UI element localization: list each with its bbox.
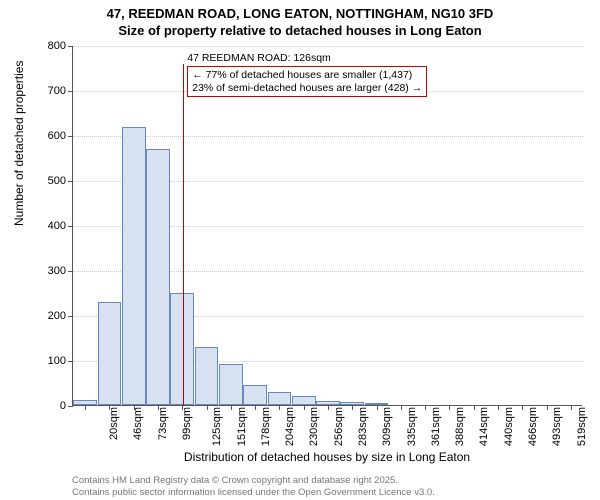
- xtick-label: 20sqm: [108, 407, 120, 440]
- xtick-mark: [279, 405, 280, 410]
- title-line-1: 47, REEDMAN ROAD, LONG EATON, NOTTINGHAM…: [0, 6, 600, 23]
- ytick-mark: [68, 136, 73, 137]
- histogram-bar: [98, 302, 122, 406]
- ytick-mark: [68, 226, 73, 227]
- xtick-mark: [449, 405, 450, 410]
- histogram-bar: [292, 396, 316, 405]
- ytick-mark: [68, 361, 73, 362]
- xtick-label: 151sqm: [236, 407, 248, 446]
- histogram-bar: [146, 149, 170, 405]
- ytick-mark: [68, 46, 73, 47]
- xtick-mark: [474, 405, 475, 410]
- ytick-label: 600: [26, 130, 66, 142]
- chart-area: 010020030040050060070080020sqm46sqm73sqm…: [72, 46, 582, 406]
- ytick-mark: [68, 406, 73, 407]
- ytick-mark: [68, 271, 73, 272]
- ytick-mark: [68, 316, 73, 317]
- xtick-mark: [255, 405, 256, 410]
- xtick-label: 283sqm: [357, 407, 369, 446]
- histogram-bar: [219, 364, 243, 405]
- y-axis-label: Number of detached properties: [12, 61, 26, 226]
- xtick-mark: [498, 405, 499, 410]
- ytick-label: 500: [26, 175, 66, 187]
- gridline: [73, 46, 583, 47]
- annotation-line-1: ← 77% of detached houses are smaller (1,…: [192, 69, 422, 82]
- xtick-mark: [547, 405, 548, 410]
- xtick-label: 99sqm: [181, 407, 193, 440]
- xtick-mark: [425, 405, 426, 410]
- xtick-mark: [328, 405, 329, 410]
- credits-line-2: Contains public sector information licen…: [72, 487, 435, 498]
- ytick-label: 700: [26, 85, 66, 97]
- ytick-label: 100: [26, 355, 66, 367]
- xtick-label: 230sqm: [309, 407, 321, 446]
- xtick-label: 335sqm: [406, 407, 418, 446]
- xtick-mark: [522, 405, 523, 410]
- x-axis-label: Distribution of detached houses by size …: [72, 450, 582, 464]
- histogram-bar: [195, 347, 219, 406]
- xtick-mark: [158, 405, 159, 410]
- xtick-label: 361sqm: [430, 407, 442, 446]
- xtick-mark: [352, 405, 353, 410]
- histogram-bar: [243, 385, 267, 405]
- ytick-mark: [68, 181, 73, 182]
- xtick-label: 414sqm: [479, 407, 491, 446]
- credits-line-1: Contains HM Land Registry data © Crown c…: [72, 475, 435, 486]
- xtick-label: 388sqm: [454, 407, 466, 446]
- plot-region: 010020030040050060070080020sqm46sqm73sqm…: [72, 46, 582, 406]
- xtick-label: 256sqm: [333, 407, 345, 446]
- reference-line: [183, 64, 184, 406]
- xtick-label: 493sqm: [551, 407, 563, 446]
- ytick-label: 300: [26, 265, 66, 277]
- histogram-bar: [268, 392, 292, 406]
- xtick-mark: [231, 405, 232, 410]
- title-line-2: Size of property relative to detached ho…: [0, 23, 600, 40]
- xtick-label: 440sqm: [503, 407, 515, 446]
- ytick-label: 800: [26, 40, 66, 52]
- xtick-label: 466sqm: [527, 407, 539, 446]
- xtick-label: 309sqm: [381, 407, 393, 446]
- xtick-label: 519sqm: [576, 407, 588, 446]
- chart-title-block: 47, REEDMAN ROAD, LONG EATON, NOTTINGHAM…: [0, 0, 600, 40]
- marker-label: 47 REEDMAN ROAD: 126sqm: [187, 52, 331, 64]
- xtick-label: 125sqm: [211, 407, 223, 446]
- ytick-label: 200: [26, 310, 66, 322]
- xtick-mark: [85, 405, 86, 410]
- ytick-label: 400: [26, 220, 66, 232]
- xtick-mark: [207, 405, 208, 410]
- xtick-mark: [134, 405, 135, 410]
- annotation-line-2: 23% of semi-detached houses are larger (…: [192, 82, 422, 95]
- ytick-label: 0: [26, 400, 66, 412]
- xtick-label: 204sqm: [284, 407, 296, 446]
- gridline: [73, 136, 583, 137]
- histogram-bar: [122, 127, 146, 405]
- xtick-label: 46sqm: [132, 407, 144, 440]
- credits-block: Contains HM Land Registry data © Crown c…: [72, 475, 435, 498]
- annotation-box: ← 77% of detached houses are smaller (1,…: [187, 66, 427, 97]
- xtick-label: 178sqm: [260, 407, 272, 446]
- xtick-label: 73sqm: [157, 407, 169, 440]
- xtick-mark: [571, 405, 572, 410]
- ytick-mark: [68, 91, 73, 92]
- xtick-mark: [377, 405, 378, 410]
- xtick-mark: [109, 405, 110, 410]
- xtick-mark: [304, 405, 305, 410]
- xtick-mark: [401, 405, 402, 410]
